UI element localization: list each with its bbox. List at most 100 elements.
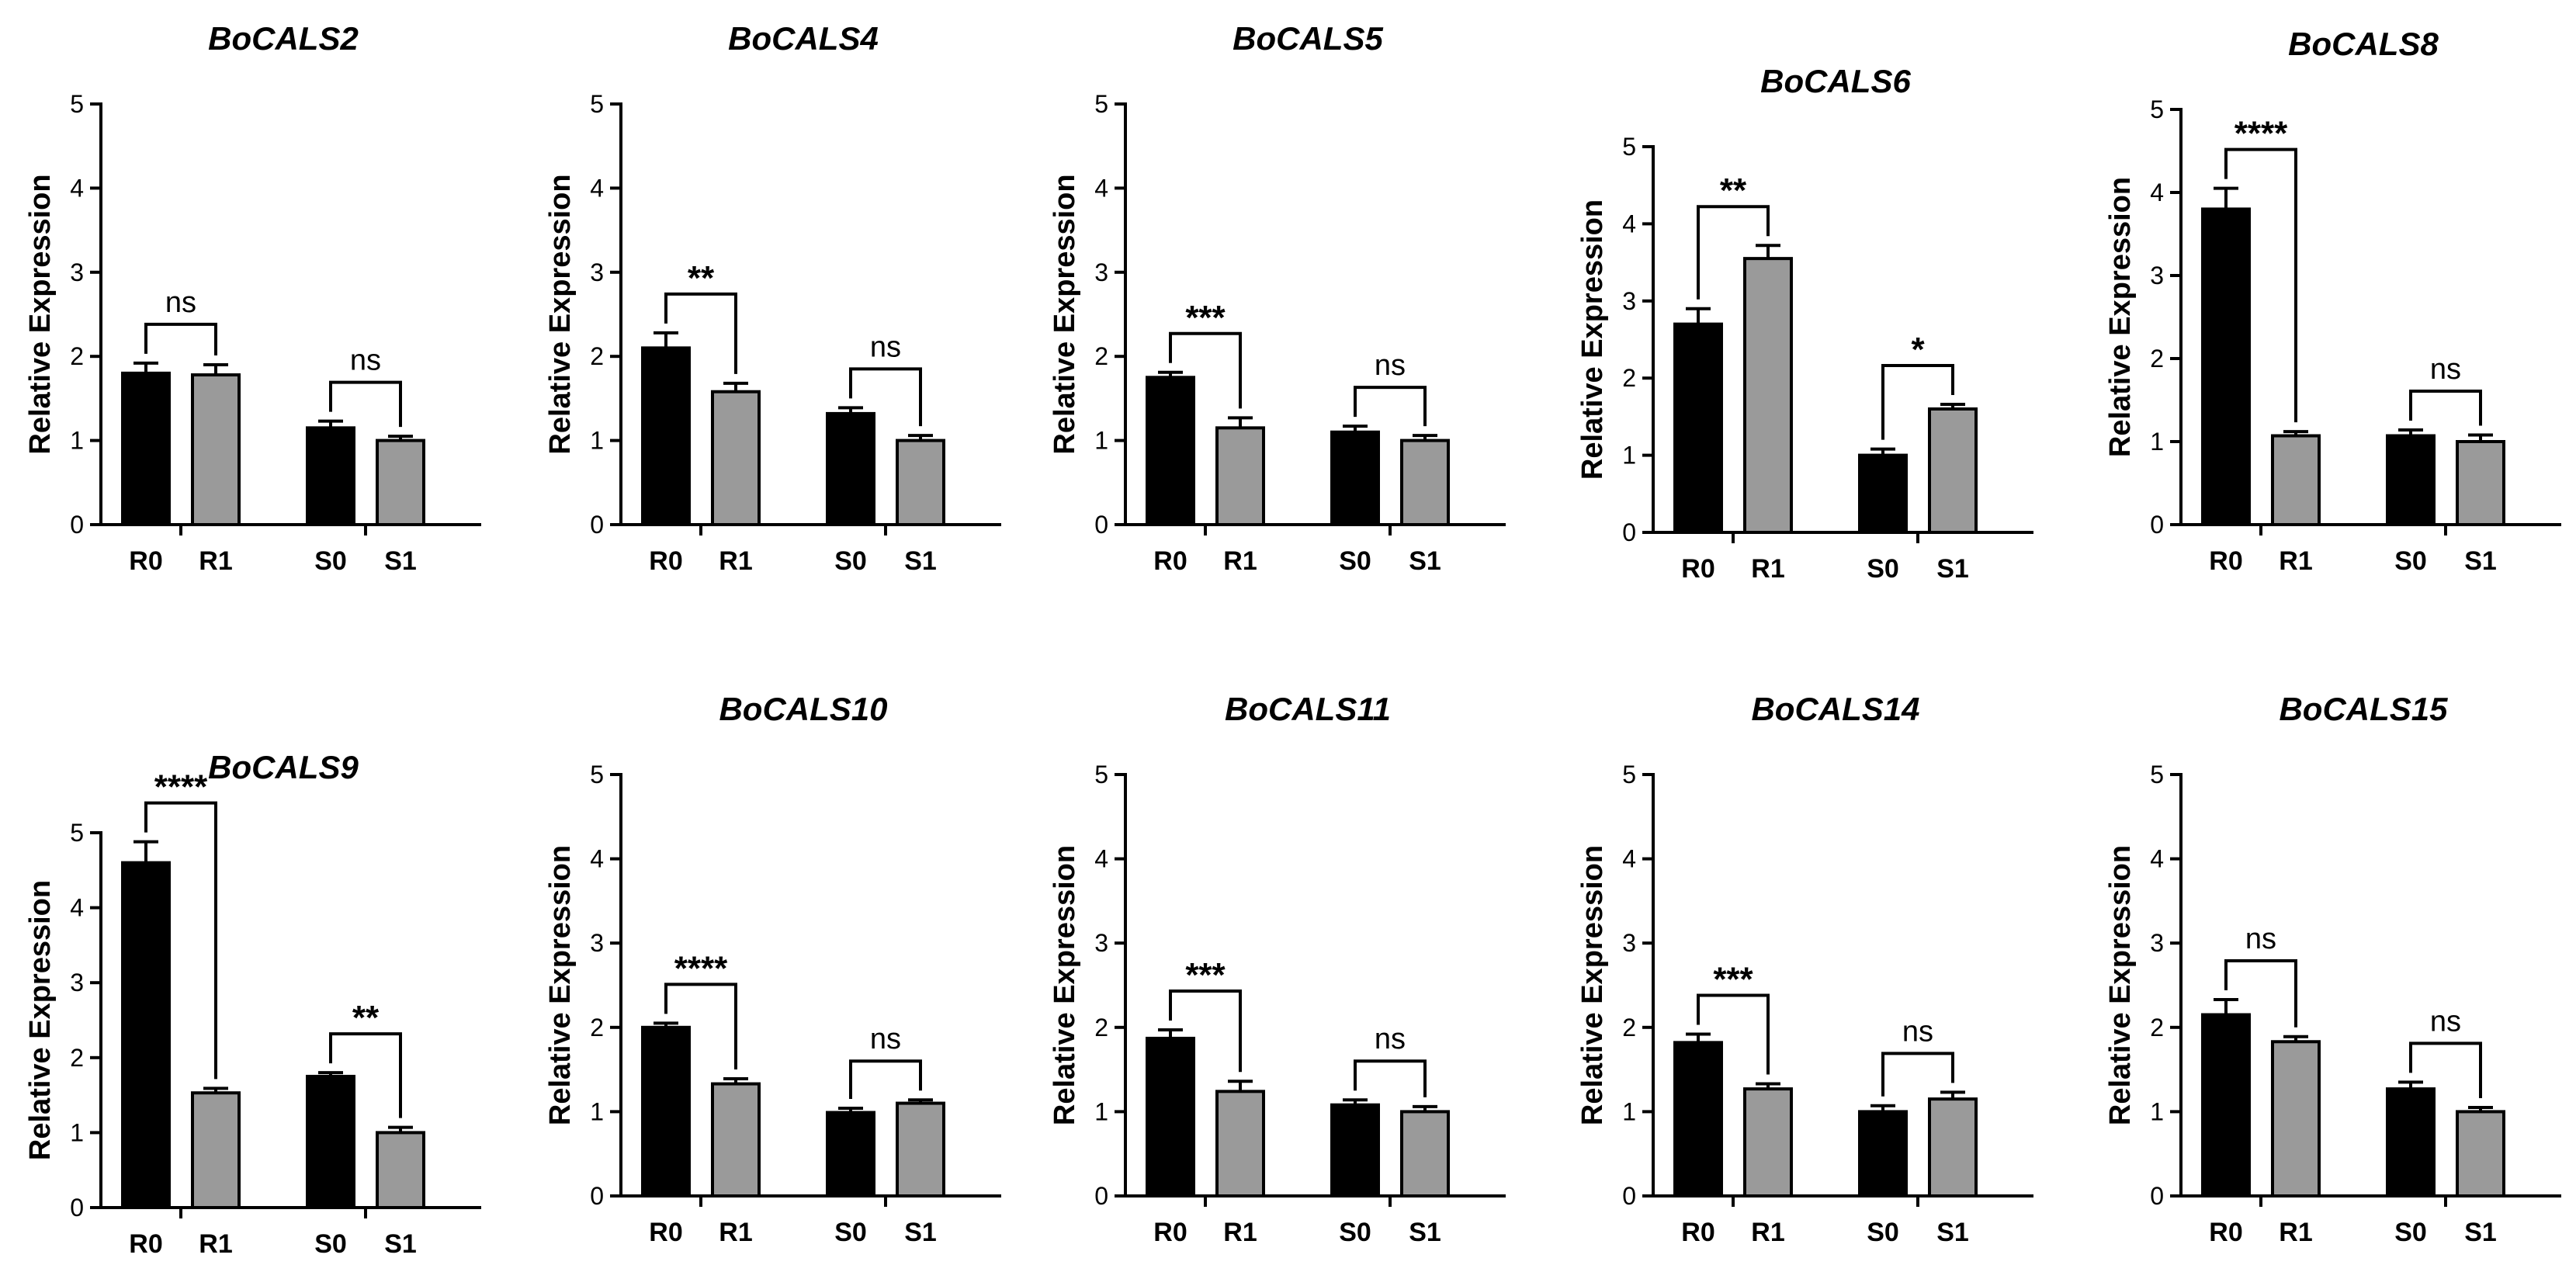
bar-R0 bbox=[1146, 376, 1195, 526]
y-tick-label: 0 bbox=[590, 1182, 604, 1210]
chart-title: BoCALS5 bbox=[1233, 20, 1383, 57]
x-tick-label: R1 bbox=[1223, 546, 1257, 576]
x-tick-label: R1 bbox=[2279, 1218, 2312, 1247]
x-tick-label: R1 bbox=[2279, 546, 2312, 576]
x-tick-label: R1 bbox=[719, 546, 752, 576]
bar-S1 bbox=[1928, 1097, 1978, 1197]
x-tick-label: S1 bbox=[1409, 546, 1441, 576]
x-tick-label: S0 bbox=[314, 1229, 347, 1259]
y-tick-label: 4 bbox=[2150, 178, 2164, 206]
y-tick-label: 1 bbox=[1622, 442, 1636, 470]
y-tick-label: 1 bbox=[590, 427, 604, 455]
significance-label: ** bbox=[352, 999, 380, 1037]
x-tick-label: S0 bbox=[2394, 546, 2427, 576]
bar-S1 bbox=[376, 438, 425, 526]
y-tick-label: 0 bbox=[70, 511, 84, 539]
chart-panel-BoCALS11: BoCALS11 Relative Expression 0 1 2 3 4 5 R0 R1 S0 S… bbox=[1049, 691, 1506, 1247]
bar-S0 bbox=[2386, 434, 2436, 527]
significance-label: ** bbox=[1720, 172, 1747, 210]
bar-R1 bbox=[1743, 257, 1793, 534]
significance-label: ns bbox=[870, 331, 901, 363]
bar-R0 bbox=[121, 861, 171, 1209]
x-tick-label: S0 bbox=[314, 546, 347, 576]
significance-label: **** bbox=[2234, 115, 2288, 153]
y-axis-label: Relative Expression bbox=[1576, 845, 1609, 1125]
y-tick-label: 3 bbox=[590, 929, 604, 957]
bar-R0 bbox=[641, 1025, 691, 1198]
y-tick-label: 1 bbox=[70, 1118, 84, 1146]
y-tick-label: 0 bbox=[1094, 511, 1108, 539]
y-tick-label: 1 bbox=[1094, 1097, 1108, 1125]
bar-R0 bbox=[1673, 322, 1723, 534]
significance-label: ns bbox=[870, 1023, 901, 1055]
y-tick-label: 5 bbox=[1622, 133, 1636, 161]
y-tick-label: 3 bbox=[2150, 929, 2164, 957]
y-tick-label: 0 bbox=[2150, 1182, 2164, 1210]
x-tick-label: S1 bbox=[1409, 1218, 1441, 1247]
y-tick-label: 2 bbox=[590, 342, 604, 370]
significance-bracket bbox=[1881, 363, 1954, 440]
y-tick-label: 5 bbox=[590, 761, 604, 789]
bar-R1 bbox=[1215, 1090, 1265, 1198]
y-tick-label: 5 bbox=[70, 90, 84, 118]
bar-R0 bbox=[2201, 1013, 2251, 1198]
significance-bracket bbox=[2224, 147, 2297, 423]
y-tick-label: 3 bbox=[70, 258, 84, 286]
x-tick-label: R0 bbox=[129, 546, 162, 576]
chart-panel-BoCALS15: BoCALS15 Relative Expression 0 1 2 3 4 5 R0 R1 S0 S… bbox=[2104, 691, 2561, 1247]
chart-title: BoCALS9 bbox=[208, 749, 359, 785]
y-tick-label: 1 bbox=[1094, 427, 1108, 455]
y-axis-label: Relative Expression bbox=[1049, 174, 1081, 454]
x-tick-label: S0 bbox=[1867, 1218, 1899, 1247]
x-tick-label: S0 bbox=[2394, 1218, 2427, 1247]
x-tick-label: S1 bbox=[904, 546, 937, 576]
significance-bracket bbox=[849, 367, 922, 427]
significance-label: ns bbox=[2430, 353, 2461, 386]
x-tick-label: S1 bbox=[384, 1229, 417, 1259]
x-tick-label: S1 bbox=[2464, 1218, 2497, 1247]
x-tick-label: S0 bbox=[1867, 554, 1899, 584]
y-tick-label: 5 bbox=[590, 90, 604, 118]
bar-R1 bbox=[1215, 426, 1265, 527]
bar-S0 bbox=[2386, 1087, 2436, 1197]
chart-panel-BoCALS6: BoCALS6 Relative Expression 0 1 2 3 4 5 R0 R1 S0 S1… bbox=[1576, 63, 2033, 584]
y-tick-label: 0 bbox=[70, 1194, 84, 1222]
bar-R1 bbox=[191, 1091, 241, 1210]
y-tick-label: 1 bbox=[2150, 428, 2164, 456]
significance-bracket bbox=[144, 322, 217, 356]
y-tick-label: 4 bbox=[1622, 210, 1636, 237]
chart-panel-BoCALS2: BoCALS2 Relative Expression 0 1 2 3 4 5 R0 R1 S0 S1… bbox=[24, 20, 481, 576]
bar-S0 bbox=[306, 426, 355, 527]
significance-label: ns bbox=[1902, 1015, 1933, 1048]
chart-title: BoCALS6 bbox=[1760, 63, 1911, 99]
chart-title: BoCALS4 bbox=[728, 20, 879, 57]
x-tick-label: R0 bbox=[1153, 546, 1187, 576]
significance-label: * bbox=[1911, 331, 1925, 369]
x-tick-label: R1 bbox=[1223, 1218, 1257, 1247]
y-tick-label: 3 bbox=[1094, 258, 1108, 286]
y-tick-label: 4 bbox=[70, 894, 84, 922]
bar-R1 bbox=[2271, 1040, 2321, 1197]
y-tick-label: 1 bbox=[590, 1097, 604, 1125]
chart-title: BoCALS10 bbox=[719, 691, 887, 727]
y-tick-label: 4 bbox=[1094, 845, 1108, 873]
y-tick-label: 2 bbox=[2150, 1014, 2164, 1042]
y-axis-label: Relative Expression bbox=[24, 880, 57, 1160]
y-tick-label: 3 bbox=[70, 969, 84, 996]
significance-label: ns bbox=[1375, 1023, 1406, 1055]
bar-S0 bbox=[306, 1074, 355, 1209]
y-tick-label: 2 bbox=[70, 342, 84, 370]
bar-R1 bbox=[191, 373, 241, 526]
y-axis-label: Relative Expression bbox=[2104, 177, 2137, 457]
y-tick-label: 1 bbox=[2150, 1097, 2164, 1125]
bar-R1 bbox=[711, 390, 761, 526]
significance-label: *** bbox=[1185, 299, 1226, 337]
y-tick-label: 4 bbox=[1622, 845, 1636, 873]
x-tick-label: S0 bbox=[834, 1218, 867, 1247]
y-axis-label: Relative Expression bbox=[2104, 845, 2137, 1125]
x-tick-label: R0 bbox=[129, 1229, 162, 1259]
x-tick-label: R0 bbox=[1681, 554, 1714, 584]
y-tick-label: 3 bbox=[1622, 929, 1636, 957]
significance-bracket bbox=[1354, 386, 1427, 427]
x-tick-label: R0 bbox=[1681, 1218, 1714, 1247]
